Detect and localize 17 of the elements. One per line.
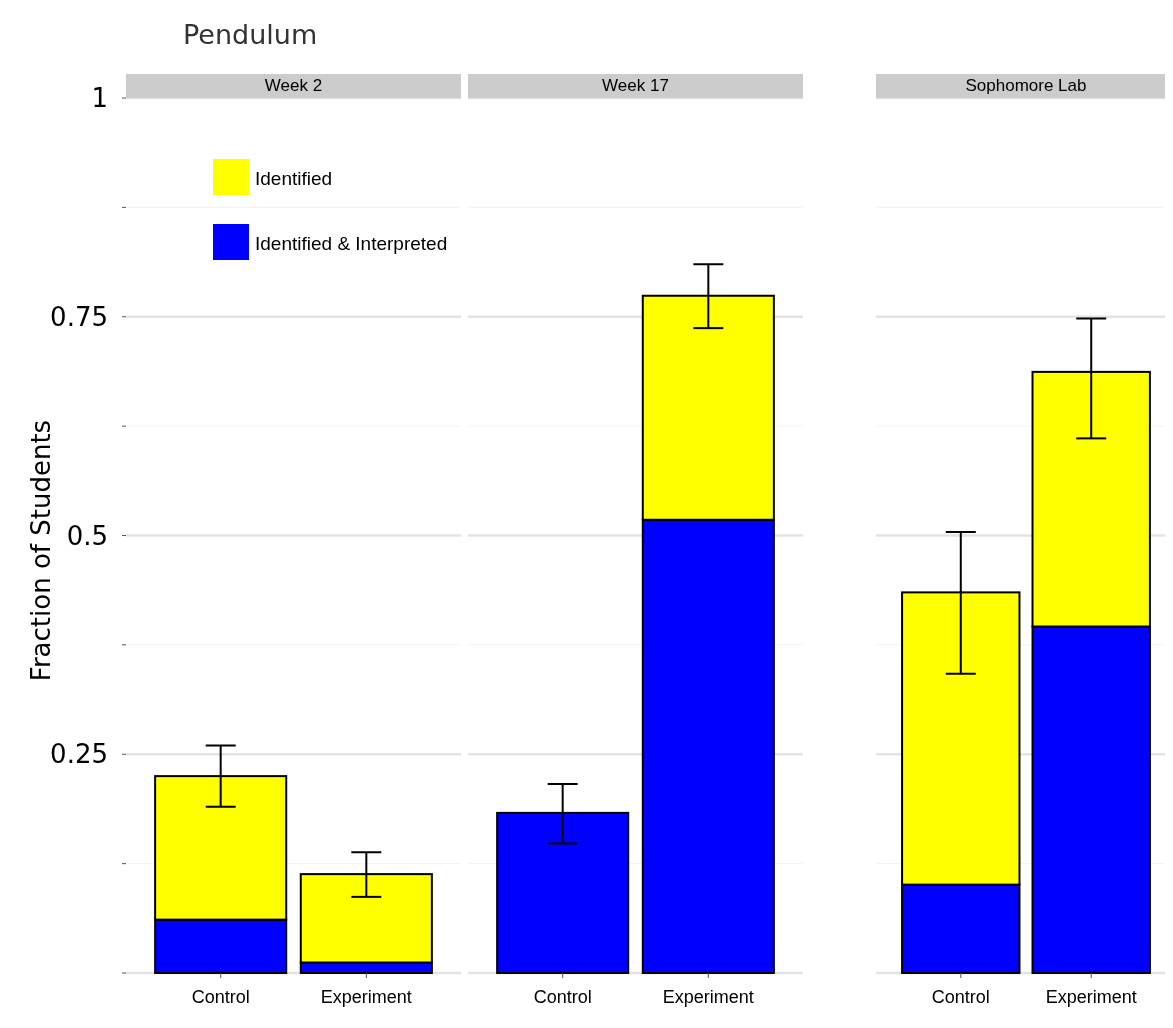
legend-label: Identified: [255, 168, 333, 189]
chart-title: Week 2: [264, 76, 323, 95]
x-tick-label: Control: [191, 987, 250, 1007]
y-axis-title: Fraction of Students: [26, 419, 56, 682]
chart-title: Week 17: [602, 76, 669, 95]
y-tick-label: 0.75: [50, 301, 108, 332]
y-tick-label: 1: [91, 83, 108, 113]
legend-label: Identified & Interpreted: [255, 233, 448, 254]
text: Pendulum: [183, 19, 318, 50]
x-tick-label: Experiment: [320, 987, 412, 1007]
x-tick-label: Experiment: [1045, 987, 1137, 1007]
chart-title: Sophomore Lab: [965, 76, 1087, 95]
x-tick-label: Control: [533, 987, 592, 1007]
x-tick-label: Experiment: [662, 987, 754, 1007]
y-tick-label: 0.25: [50, 739, 108, 770]
x-tick-label: Control: [931, 987, 990, 1007]
y-tick-label: 0.5: [66, 520, 108, 551]
